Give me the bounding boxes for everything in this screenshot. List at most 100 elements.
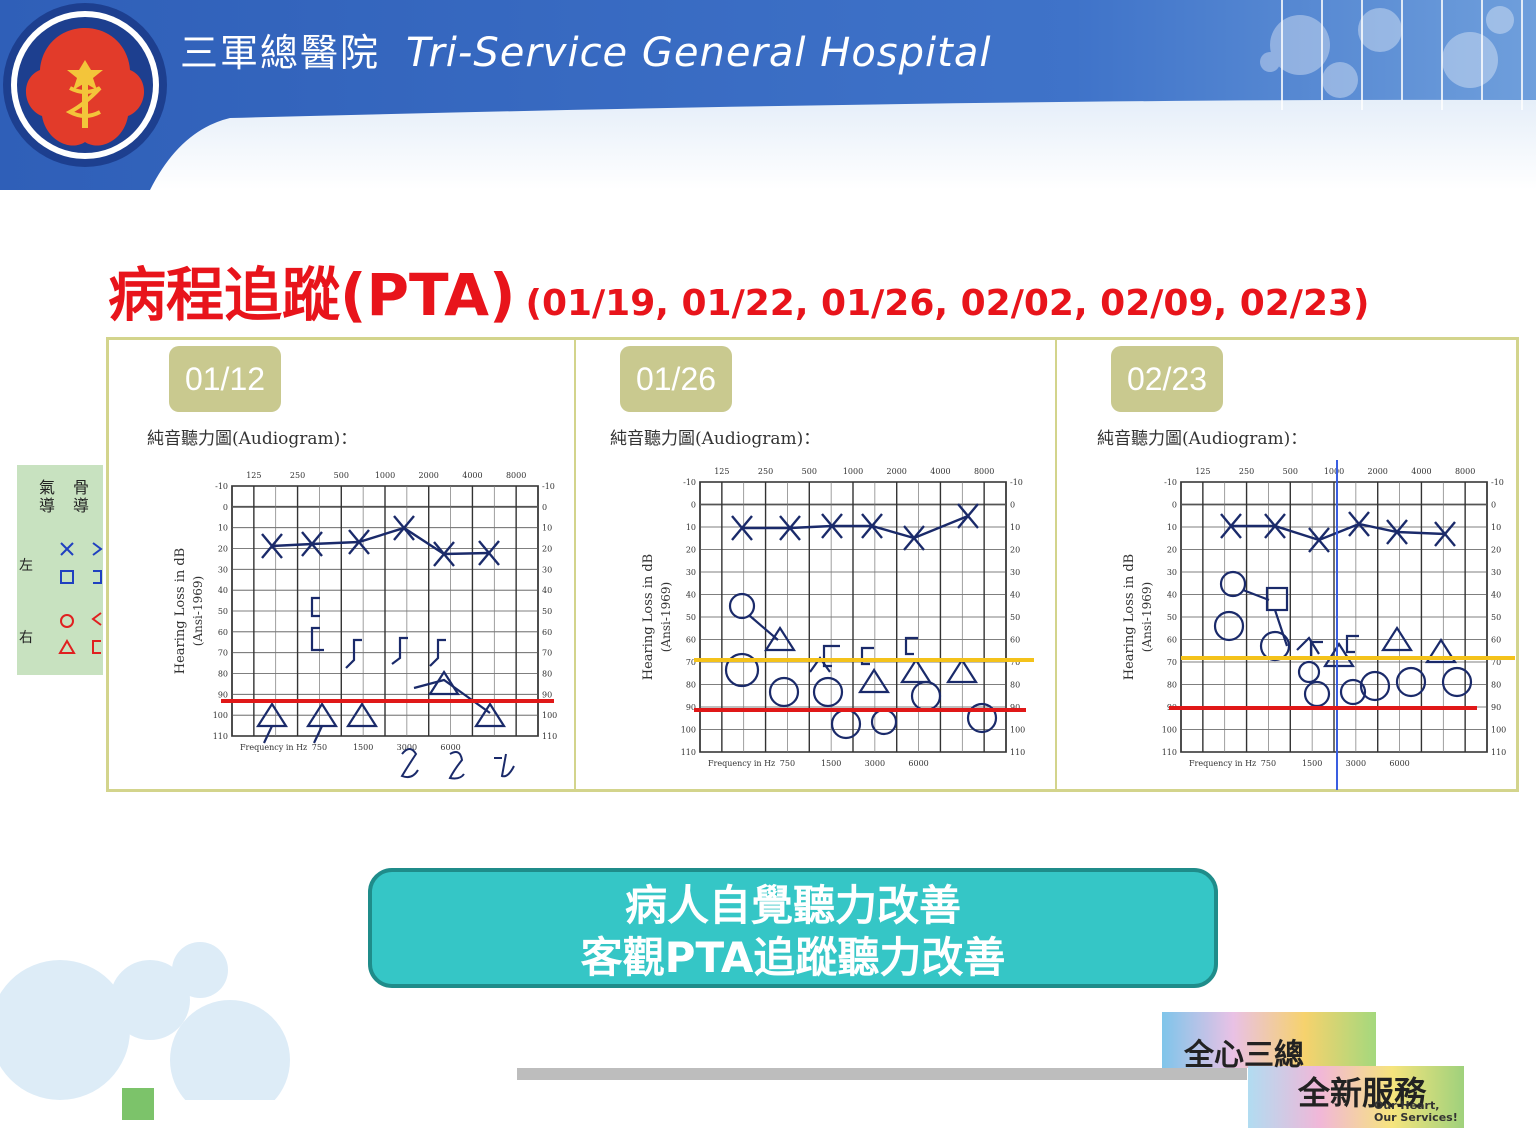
freq-tick-label: 8000	[974, 467, 994, 476]
db-tick-label-right: 0	[1010, 501, 1015, 510]
db-tick-label: 110	[213, 732, 228, 741]
freq-tick-label: 1000	[375, 471, 395, 480]
y-axis-label: Hearing Loss in dB	[173, 548, 188, 674]
audiogram-label: 純音聽力圖(Audiogram)：	[1097, 429, 1308, 449]
hospital-crest-logo	[3, 3, 167, 167]
freq-tick-label: 4000	[1411, 467, 1431, 476]
date-badge: 01/26	[620, 346, 732, 412]
bone-conduction-marks	[310, 596, 446, 669]
db-tick-label: 90	[686, 703, 696, 712]
db-tick-label: 80	[218, 670, 228, 679]
db-tick-label: 100	[1162, 726, 1177, 735]
legend-left-ear: 左	[19, 558, 33, 574]
freq-axis-label: Frequency in Hz	[240, 743, 307, 752]
audiogram-chart: -10 -10 0 0 10 10 20 20 30 30 40 40 50 50 60 60 70 70 80 80…	[1122, 460, 1515, 790]
db-tick-label: 80	[686, 681, 696, 690]
db-tick-label-right: 40	[542, 586, 552, 595]
db-tick-label-right: 20	[1010, 546, 1020, 555]
freq-bottom-tick: 3000	[1346, 759, 1366, 768]
db-tick-label: 40	[218, 586, 228, 595]
db-tick-label: 50	[1167, 613, 1177, 622]
db-tick-label-right: 90	[542, 690, 552, 699]
db-tick-label: 100	[213, 711, 228, 720]
air-conduction-trace	[731, 503, 979, 551]
freq-tick-label: 250	[1239, 467, 1254, 476]
db-tick-label: 60	[1167, 636, 1177, 645]
date-badge: 02/23	[1111, 346, 1223, 412]
footer-divider	[517, 1068, 1247, 1080]
db-tick-label: 100	[681, 726, 696, 735]
brand-block-1	[1162, 1012, 1376, 1068]
db-tick-label: 0	[691, 501, 696, 510]
db-tick-label-right: 40	[1010, 591, 1020, 600]
audiogram-panel-0223: 02/23 純音聽力圖(Audiogram)： -10 -10 0 0 10 10 20 20…	[1055, 340, 1516, 790]
decorative-bubbles	[0, 942, 290, 1100]
db-tick-label-right: 10	[542, 524, 552, 533]
hospital-name-zh: 三軍總醫院	[180, 31, 381, 75]
db-tick-label: 20	[1167, 546, 1177, 555]
bone-conduction-marks	[822, 636, 918, 668]
freq-bottom-tick: 3000	[865, 759, 885, 768]
db-tick-label-right: 90	[1010, 703, 1020, 712]
db-tick-label-right: 100	[1491, 726, 1506, 735]
symbol-legend: 氣導 骨導 左 右	[17, 465, 103, 675]
freq-tick-label: 500	[802, 467, 817, 476]
db-tick-label: 80	[1167, 681, 1177, 690]
freq-bottom-tick: 750	[312, 743, 327, 752]
db-tick-label-right: 0	[1491, 501, 1496, 510]
right-ear-trace	[255, 669, 507, 744]
db-tick-label-right: 60	[1010, 636, 1020, 645]
audiogram-chart: -10 -10 0 0 10 10 20 20 30 30 40 40 50 50 60 60 70 70 80 80…	[641, 467, 1034, 768]
db-tick-label: 90	[218, 690, 228, 699]
freq-tick-label: 125	[714, 467, 729, 476]
brand-slogan-logo: 全心三總 全新服務 Our Heart, Our Services!	[1162, 1012, 1482, 1132]
follow-up-dates: (01/19, 01/22, 01/26, 02/02, 02/09, 02/2…	[525, 283, 1370, 324]
db-tick-label-right: 20	[1491, 546, 1501, 555]
db-tick-label-right: 100	[542, 711, 557, 720]
db-tick-label-right: 80	[1491, 681, 1501, 690]
freq-tick-label: 2000	[419, 471, 439, 480]
right-ear-trace	[1213, 570, 1473, 708]
db-tick-label-right: 50	[1010, 613, 1020, 622]
conclusion-box: 病人自覺聽力改善 客觀PTA追蹤聽力改善	[368, 868, 1218, 988]
conclusion-line-2: 客觀PTA追蹤聽力改善	[580, 933, 1006, 982]
db-tick-label-right: 70	[1491, 658, 1501, 667]
freq-bottom-tick: 6000	[1389, 759, 1409, 768]
db-tick-label: 30	[686, 568, 696, 577]
db-tick-label-right: 50	[1491, 613, 1501, 622]
freq-tick-label: 4000	[462, 471, 482, 480]
db-tick-label: -10	[215, 482, 228, 491]
air-conduction-trace	[1220, 511, 1456, 553]
audiogram-panel-0126: 01/26 純音聽力圖(Audiogram)： -10 -10 0 0 10 10 20 20…	[574, 340, 1055, 789]
db-tick-label-right: 110	[542, 732, 557, 741]
db-tick-label: 10	[686, 523, 696, 532]
freq-bottom-tick: 750	[780, 759, 795, 768]
brand-block-2	[1248, 1066, 1464, 1128]
audiogram-label: 純音聽力圖(Audiogram)：	[147, 429, 358, 449]
db-tick-label: -10	[683, 478, 696, 487]
freq-axis-label: Frequency in Hz	[1189, 759, 1256, 768]
y-axis-label-standard: (Ansi-1969)	[191, 576, 205, 646]
db-tick-label-right: 110	[1491, 748, 1506, 757]
y-axis-label: Hearing Loss in dB	[1122, 554, 1137, 680]
footer-accent-square	[122, 1088, 154, 1120]
db-tick-label-right: 50	[542, 607, 552, 616]
db-tick-label: 110	[681, 748, 696, 757]
db-tick-label: 60	[686, 636, 696, 645]
db-tick-label-right: 80	[1010, 681, 1020, 690]
hospital-name: 三軍總醫院 Tri-Service General Hospital	[180, 22, 991, 77]
right-ear-trace	[724, 592, 998, 740]
db-tick-label-right: 60	[1491, 636, 1501, 645]
db-tick-label-right: 100	[1010, 726, 1025, 735]
date-badge: 01/12	[169, 346, 281, 412]
page-title-main: 病程追蹤(PTA)	[108, 261, 516, 329]
db-tick-label: 50	[218, 607, 228, 616]
db-tick-label-right: 30	[1491, 568, 1501, 577]
air-conduction-trace	[261, 515, 500, 567]
db-tick-label-right: 80	[542, 670, 552, 679]
db-tick-label: 0	[223, 503, 228, 512]
db-tick-label: 40	[1167, 591, 1177, 600]
audiogram-grid: -10 -10 0 0 10 10 20 20 30 30 40 40 50 50 60 60 70 70 80 80…	[1122, 467, 1506, 768]
db-tick-label: 40	[686, 591, 696, 600]
freq-tick-label: 1000	[843, 467, 863, 476]
